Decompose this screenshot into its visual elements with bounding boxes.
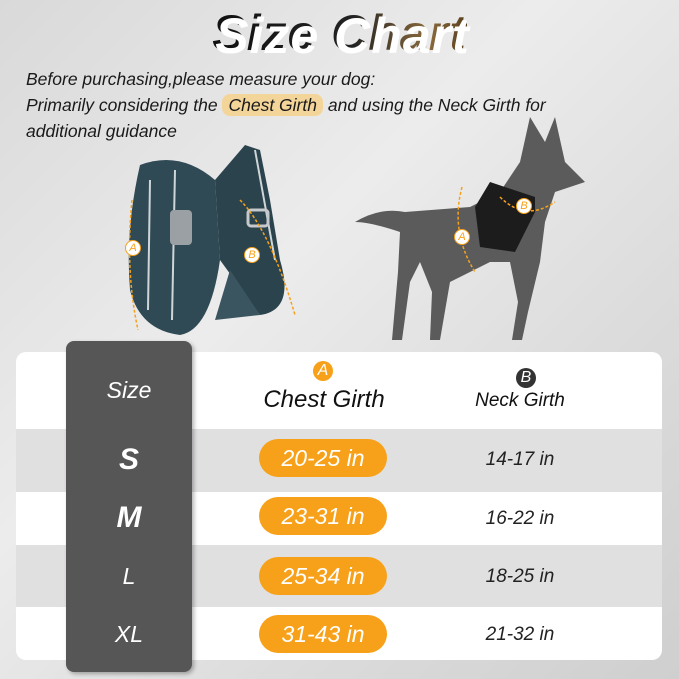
dog-silhouette-image <box>355 117 585 340</box>
size-column <box>66 341 192 672</box>
size-m: M <box>116 501 142 534</box>
neck-badge: B <box>516 368 536 388</box>
neck-girth-m: 16-22 in <box>485 508 555 529</box>
size-l: L <box>122 563 136 589</box>
intro-line-2: Primarily considering the Chest Girth an… <box>26 94 546 116</box>
page-title: Size Chart <box>212 5 467 61</box>
neck-girth-xl: 21-32 in <box>485 624 555 645</box>
chest-badge: A <box>313 361 333 381</box>
neck-girth-l: 18-25 in <box>485 566 555 587</box>
size-s: S <box>118 443 139 476</box>
neck-girth-s: 14-17 in <box>485 449 555 470</box>
intro-line-1: Before purchasing,please measure your do… <box>26 69 376 89</box>
chest-girth-s: 20-25 in <box>259 439 387 477</box>
chest-girth-xl: 31-43 in <box>259 615 387 653</box>
chest-girth-m: 23-31 in <box>259 497 387 535</box>
chest-girth-l: 25-34 in <box>259 557 387 595</box>
intro-text: Before purchasing,please measure your do… <box>26 66 546 144</box>
chest-girth-highlight: Chest Girth <box>222 94 323 116</box>
harness-label-b: B <box>244 247 260 263</box>
harness-image <box>128 145 296 335</box>
header-size: Size <box>106 377 152 403</box>
dog-label-a: A <box>454 229 470 245</box>
header-neck-girth: Neck Girth <box>475 390 565 411</box>
intro-line-3: additional guidance <box>26 121 177 141</box>
size-xl: XL <box>114 621 144 647</box>
harness-label-a: A <box>125 240 141 256</box>
header-chest-girth: Chest Girth <box>263 386 385 413</box>
dog-label-b: B <box>516 198 532 214</box>
